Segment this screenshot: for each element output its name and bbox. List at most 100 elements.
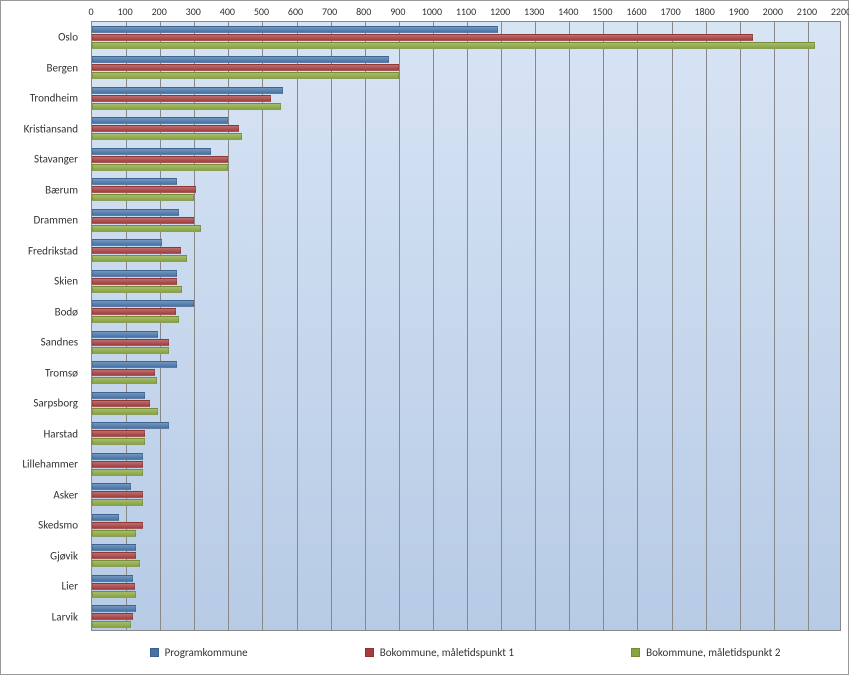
bar-bokommune-m-letidspunkt-2 [92, 530, 136, 537]
bar-bokommune-m-letidspunkt-1 [92, 156, 228, 163]
chart-container: OsloBergenTrondheimKristiansandStavanger… [0, 0, 849, 675]
bar-programkommune [92, 514, 119, 521]
bar-bokommune-m-letidspunkt-2 [92, 347, 169, 354]
bar-bokommune-m-letidspunkt-1 [92, 64, 399, 71]
category-row: Larvik [92, 602, 840, 633]
bar-bokommune-m-letidspunkt-1 [92, 247, 181, 254]
legend-label: Bokommune, måletidspunkt 1 [380, 646, 514, 659]
bar-bokommune-m-letidspunkt-2 [92, 225, 201, 232]
category-row: Skien [92, 266, 840, 297]
x-tick-label: 500 [254, 5, 269, 18]
bar-programkommune [92, 87, 283, 94]
bar-programkommune [92, 148, 211, 155]
x-tick-label: 300 [186, 5, 201, 18]
bar-programkommune [92, 26, 498, 33]
category-label: Bergen [47, 61, 78, 74]
bar-bokommune-m-letidspunkt-2 [92, 72, 399, 79]
bar-bokommune-m-letidspunkt-2 [92, 194, 194, 201]
x-tick-label: 1600 [626, 5, 646, 18]
legend-label: Programkommune [165, 646, 248, 659]
category-row: Bergen [92, 53, 840, 84]
bar-bokommune-m-letidspunkt-2 [92, 438, 145, 445]
category-label: Gjøvik [50, 549, 78, 562]
bar-bokommune-m-letidspunkt-2 [92, 408, 158, 415]
category-row: Lillehammer [92, 449, 840, 480]
category-label: Sandnes [41, 336, 78, 349]
category-label: Sarpsborg [33, 397, 78, 410]
category-label: Lillehammer [22, 458, 78, 471]
category-row: Drammen [92, 205, 840, 236]
x-tick-label: 2200 [831, 5, 849, 18]
x-tick-label: 2000 [763, 5, 783, 18]
legend-item: Programkommune [150, 646, 248, 659]
bar-bokommune-m-letidspunkt-1 [92, 217, 194, 224]
bar-bokommune-m-letidspunkt-2 [92, 286, 182, 293]
category-label: Lier [62, 580, 78, 593]
x-tick-label: 1200 [490, 5, 510, 18]
bar-bokommune-m-letidspunkt-1 [92, 430, 145, 437]
category-row: Harstad [92, 419, 840, 450]
bar-programkommune [92, 178, 177, 185]
bar-programkommune [92, 453, 143, 460]
bar-programkommune [92, 575, 133, 582]
category-row: Asker [92, 480, 840, 511]
bar-programkommune [92, 483, 131, 490]
bar-bokommune-m-letidspunkt-2 [92, 621, 131, 628]
category-label: Stavanger [34, 153, 78, 166]
bar-bokommune-m-letidspunkt-2 [92, 164, 228, 171]
bar-bokommune-m-letidspunkt-2 [92, 133, 242, 140]
bar-bokommune-m-letidspunkt-1 [92, 34, 753, 41]
category-row: Gjøvik [92, 541, 840, 572]
category-label: Skedsmo [38, 519, 78, 532]
bar-programkommune [92, 422, 169, 429]
bar-bokommune-m-letidspunkt-1 [92, 308, 176, 315]
bar-bokommune-m-letidspunkt-2 [92, 469, 143, 476]
bar-bokommune-m-letidspunkt-2 [92, 316, 179, 323]
category-row: Oslo [92, 22, 840, 53]
category-label: Harstad [43, 427, 78, 440]
x-tick-label: 400 [220, 5, 235, 18]
bar-programkommune [92, 270, 177, 277]
category-label: Larvik [52, 610, 78, 623]
bar-programkommune [92, 544, 136, 551]
bar-programkommune [92, 117, 228, 124]
x-tick-label: 800 [356, 5, 371, 18]
x-tick-label: 1900 [729, 5, 749, 18]
x-tick-label: 900 [390, 5, 405, 18]
x-tick-label: 100 [117, 5, 132, 18]
category-row: Kristiansand [92, 114, 840, 145]
category-label: Kristiansand [24, 122, 78, 135]
bar-bokommune-m-letidspunkt-1 [92, 339, 169, 346]
legend-swatch [150, 648, 159, 657]
x-tick-label: 0 [88, 5, 93, 18]
category-label: Fredrikstad [28, 244, 78, 257]
x-tick-label: 200 [152, 5, 167, 18]
legend: Programkommune Bokommune, måletidspunkt 1… [91, 638, 839, 666]
category-row: Bærum [92, 175, 840, 206]
category-row: Bodø [92, 297, 840, 328]
category-row: Lier [92, 571, 840, 602]
bar-bokommune-m-letidspunkt-2 [92, 560, 140, 567]
bar-bokommune-m-letidspunkt-2 [92, 42, 815, 49]
x-tick-label: 2100 [797, 5, 817, 18]
category-label: Asker [53, 488, 78, 501]
category-row: Trondheim [92, 83, 840, 114]
bar-programkommune [92, 300, 194, 307]
bar-bokommune-m-letidspunkt-1 [92, 95, 271, 102]
bar-bokommune-m-letidspunkt-1 [92, 400, 150, 407]
bar-bokommune-m-letidspunkt-1 [92, 522, 143, 529]
bar-bokommune-m-letidspunkt-2 [92, 103, 281, 110]
bar-bokommune-m-letidspunkt-1 [92, 186, 196, 193]
category-row: Sarpsborg [92, 388, 840, 419]
bar-bokommune-m-letidspunkt-2 [92, 591, 136, 598]
bar-programkommune [92, 392, 145, 399]
bar-bokommune-m-letidspunkt-2 [92, 499, 143, 506]
category-label: Bærum [45, 183, 78, 196]
x-tick-label: 600 [288, 5, 303, 18]
x-tick-label: 1100 [456, 5, 476, 18]
bar-programkommune [92, 239, 162, 246]
bar-bokommune-m-letidspunkt-1 [92, 552, 136, 559]
x-tick-label: 1300 [524, 5, 544, 18]
category-row: Tromsø [92, 358, 840, 389]
category-row: Skedsmo [92, 510, 840, 541]
